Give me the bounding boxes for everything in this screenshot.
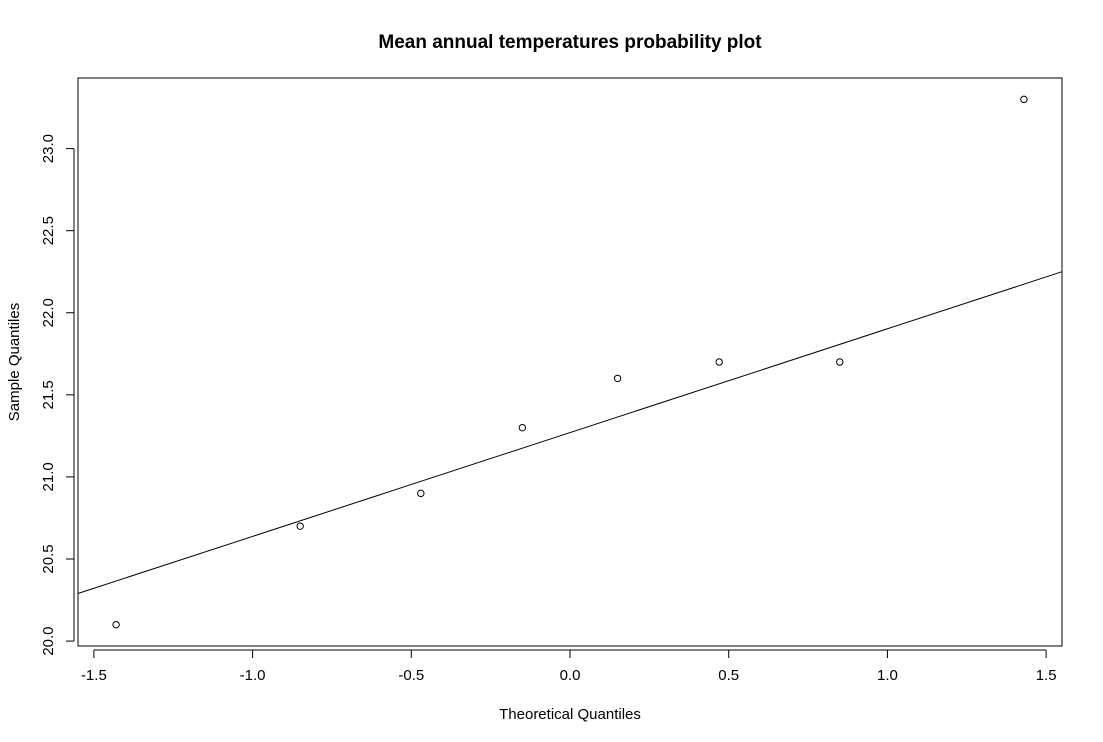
x-tick-label: 0.5 xyxy=(718,667,739,684)
y-tick-label: 21.5 xyxy=(40,380,57,409)
y-tick-label: 20.5 xyxy=(40,544,57,573)
data-point xyxy=(296,522,304,530)
plot-area-border xyxy=(77,77,1063,647)
y-axis-title: Sample Quantiles xyxy=(6,303,23,421)
data-point xyxy=(836,358,844,366)
y-tick-label: 22.5 xyxy=(40,216,57,245)
chart-title: Mean annual temperatures probability plo… xyxy=(378,32,762,53)
x-tick-label: -1.0 xyxy=(240,667,266,684)
data-point xyxy=(715,358,723,366)
data-point xyxy=(417,489,425,498)
qq-reference-line xyxy=(77,271,1063,594)
data-point xyxy=(518,423,527,432)
data-point xyxy=(1020,95,1028,104)
x-axis-title: Theoretical Quantiles xyxy=(499,706,641,723)
y-tick-label: 23.0 xyxy=(40,134,57,163)
reference-line-layer xyxy=(77,271,1063,594)
x-tick-label: 0.0 xyxy=(560,667,581,684)
y-tick-label: 22.0 xyxy=(40,298,57,327)
x-tick-label: 1.0 xyxy=(877,667,898,684)
y-tick-label: 20.0 xyxy=(40,626,57,655)
x-tick-label: 1.5 xyxy=(1036,667,1057,684)
y-tick-label: 21.0 xyxy=(40,462,57,491)
data-point xyxy=(613,374,622,383)
x-tick-label: -0.5 xyxy=(398,667,424,684)
data-point xyxy=(112,620,120,629)
x-tick-label: -1.5 xyxy=(81,667,107,684)
x-axis: -1.5 -1.0 -0.5 0.0 0.5 1.0 1.5 xyxy=(81,649,1057,684)
y-axis: 20.0 20.5 21.0 21.5 22.0 22.5 23.0 xyxy=(40,134,75,656)
points-layer xyxy=(112,95,1028,629)
